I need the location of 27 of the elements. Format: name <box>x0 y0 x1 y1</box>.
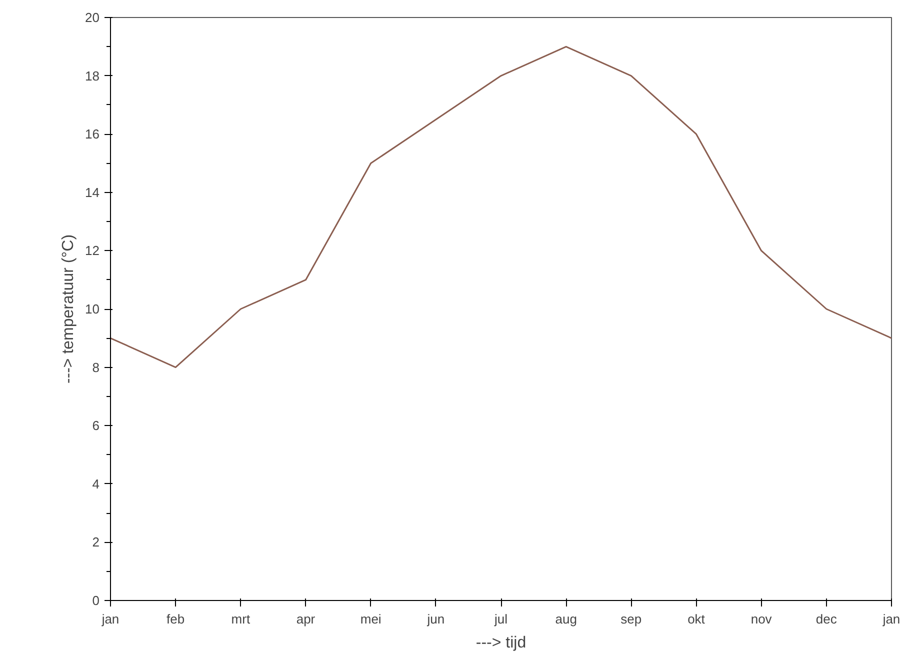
x-tick-label: sep <box>620 612 642 626</box>
y-tick-label: 6 <box>92 418 100 434</box>
y-tick-label: 8 <box>92 360 100 375</box>
x-tick-label: mrt <box>231 612 250 626</box>
x-tick-label: nov <box>750 612 772 626</box>
y-tick-label: 2 <box>92 534 100 550</box>
line-series <box>110 46 892 368</box>
x-tick-label: jan <box>882 612 900 626</box>
x-tick-label: okt <box>688 612 706 626</box>
y-tick-label: 20 <box>85 10 100 25</box>
x-tick-label: jun <box>426 612 445 626</box>
x-tick-label: jul <box>493 612 508 626</box>
x-tick-label: mei <box>360 612 382 626</box>
y-tick-label: 12 <box>85 243 100 258</box>
x-tick-label: apr <box>296 612 316 626</box>
x-tick-label: dec <box>816 612 838 626</box>
x-tick-label: jan <box>100 612 120 626</box>
x-axis-title: ---> tijd <box>476 634 526 652</box>
y-tick-label: 16 <box>85 126 100 142</box>
y-tick-label: 14 <box>85 184 100 200</box>
y-tick-label: 10 <box>85 302 100 316</box>
x-tick-label: feb <box>166 612 185 626</box>
y-tick-label: 18 <box>85 68 100 84</box>
x-tick-label: aug <box>555 612 577 626</box>
y-tick-label: 4 <box>92 476 100 492</box>
y-tick-label: 0 <box>92 593 100 608</box>
y-axis-title: ---> temperatuur (°C) <box>60 234 78 384</box>
